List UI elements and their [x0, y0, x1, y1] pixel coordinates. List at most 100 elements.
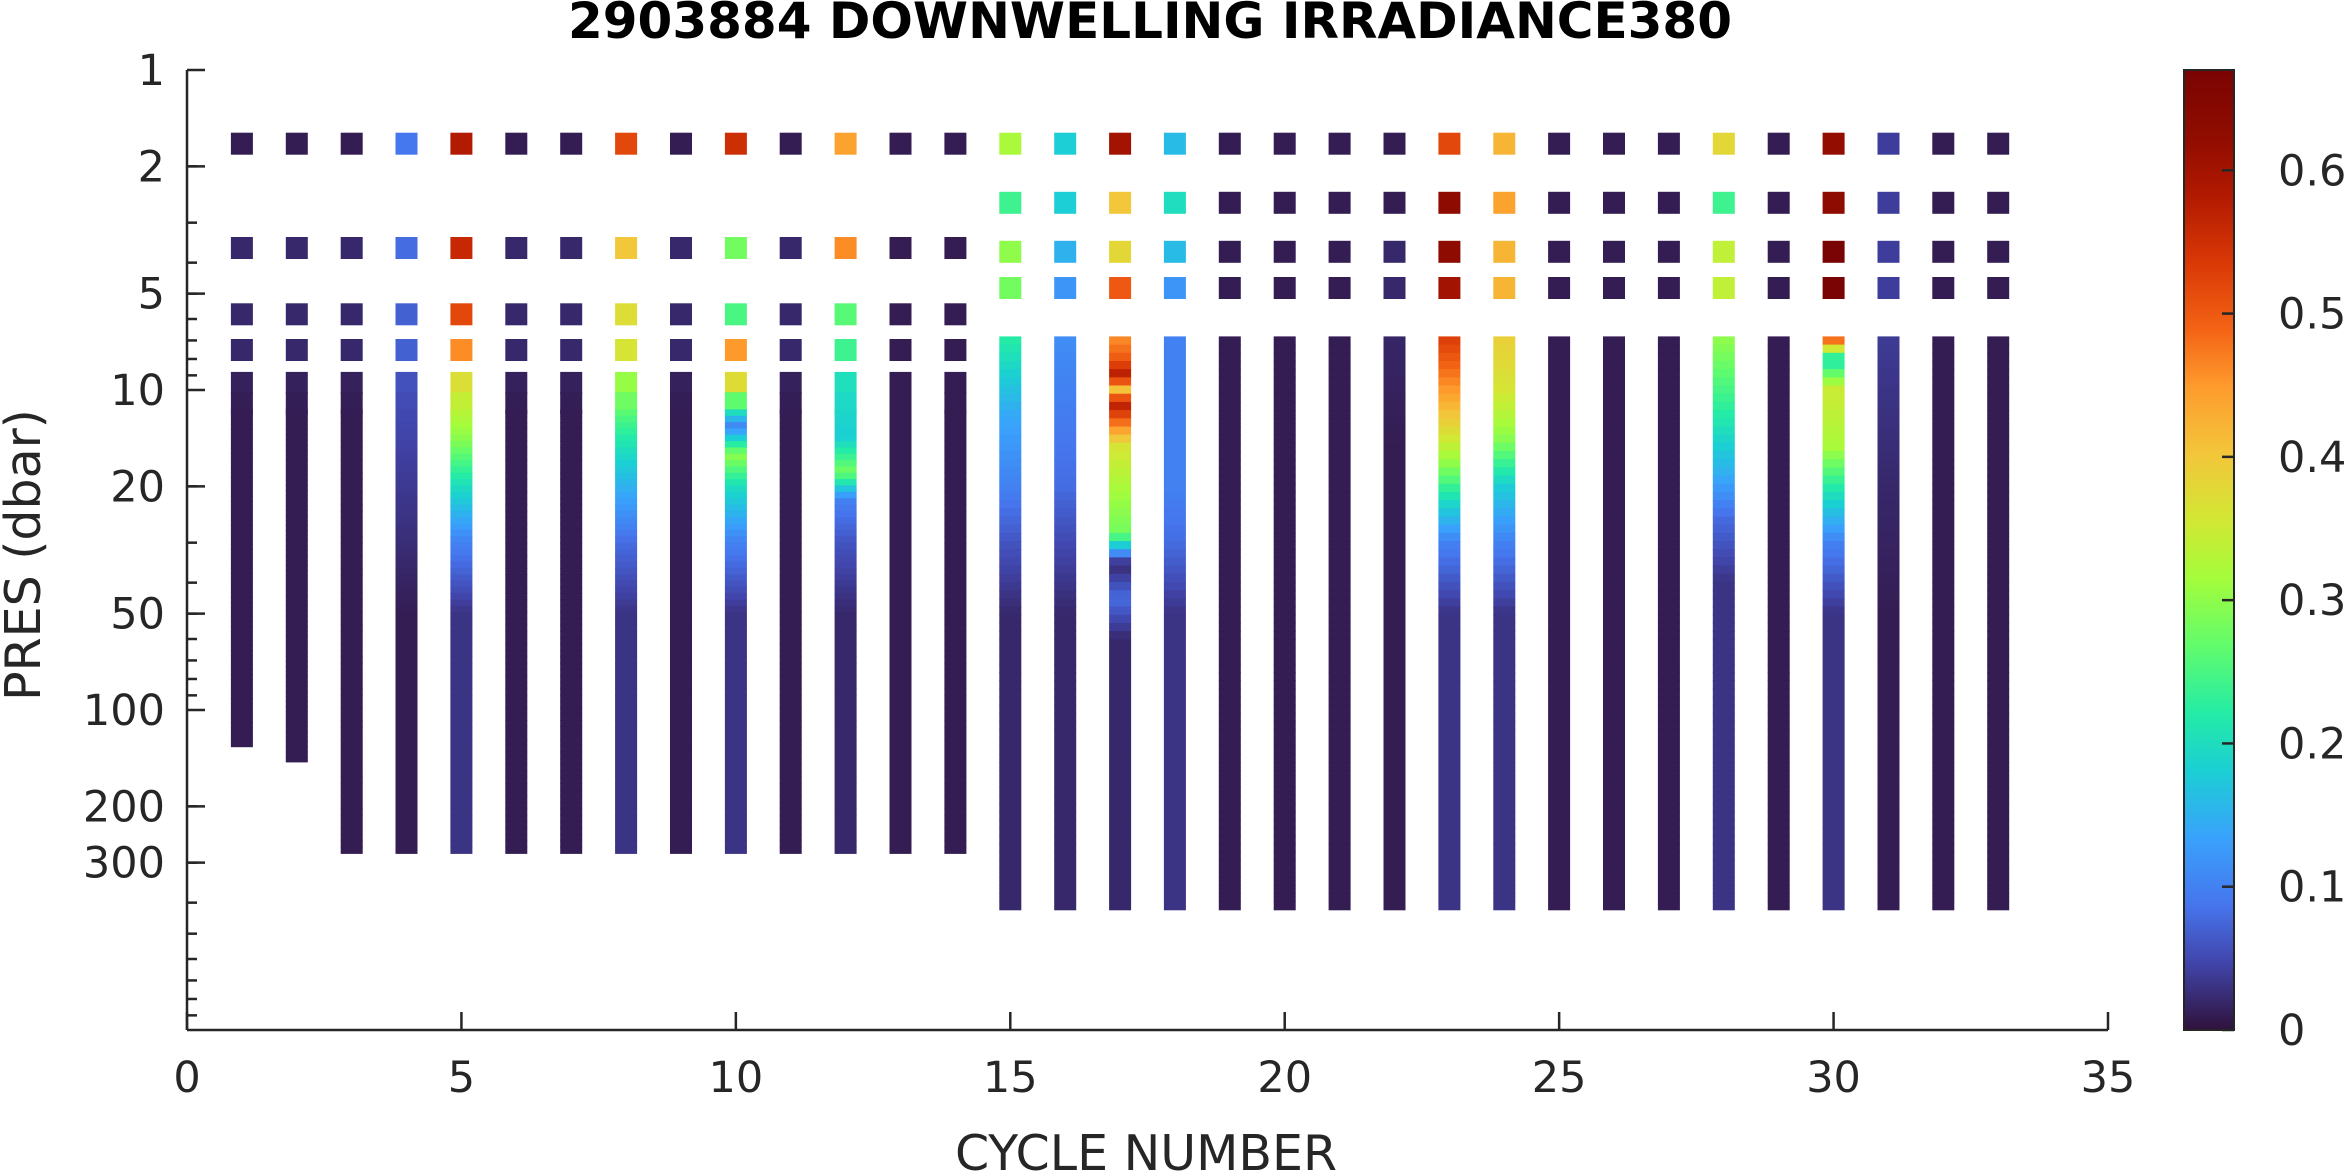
- data-point: [834, 392, 857, 415]
- data-point: [1548, 762, 1571, 772]
- data-point: [340, 739, 363, 747]
- data-point: [560, 758, 583, 766]
- data-point: [1548, 876, 1571, 886]
- data-point: [450, 732, 473, 740]
- data-point: [560, 586, 583, 594]
- data-point: [1109, 532, 1132, 542]
- colorbar-tick-label: 0.1: [2278, 863, 2346, 913]
- data-point: [944, 643, 967, 651]
- data-point: [1548, 426, 1571, 436]
- data-point: [1109, 901, 1132, 911]
- data-point: [1712, 770, 1735, 780]
- data-point: [1822, 893, 1845, 903]
- data-point: [505, 460, 528, 468]
- data-point: [1548, 369, 1571, 379]
- data-point: [1548, 483, 1571, 493]
- data-point: [1328, 622, 1351, 632]
- data-point: [1493, 827, 1516, 837]
- data-point: [1822, 459, 1845, 469]
- data-point: [1603, 410, 1625, 420]
- data-point: [395, 498, 418, 506]
- data-point: [1054, 737, 1077, 747]
- data-point: [560, 422, 583, 430]
- data-point: [889, 237, 912, 259]
- data-point: [1767, 385, 1790, 395]
- data-point: [1822, 794, 1845, 804]
- data-point: [670, 694, 692, 702]
- data-point: [1109, 680, 1132, 690]
- data-point: [1493, 688, 1516, 698]
- data-point: [889, 669, 912, 677]
- data-point: [670, 580, 692, 588]
- data-point: [285, 429, 308, 436]
- data-point: [1712, 647, 1735, 657]
- data-point: [944, 675, 967, 683]
- data-point: [285, 580, 308, 587]
- data-point: [1273, 639, 1296, 649]
- data-point: [834, 713, 857, 721]
- data-point: [999, 770, 1022, 780]
- data-point: [1932, 426, 1955, 436]
- data-point: [230, 707, 253, 714]
- data-point: [1987, 277, 2010, 299]
- data-point: [1603, 647, 1625, 657]
- data-point: [944, 561, 967, 569]
- data-point: [889, 720, 912, 728]
- data-point: [1603, 401, 1625, 411]
- data-point: [834, 669, 857, 677]
- data-point: [889, 561, 912, 569]
- data-point: [1877, 770, 1900, 780]
- data-point: [505, 777, 528, 785]
- data-point: [834, 574, 857, 582]
- data-point: [1383, 516, 1406, 526]
- data-point: [1273, 508, 1296, 518]
- data-point: [724, 529, 747, 537]
- data-point: [1657, 753, 1680, 763]
- data-point: [1383, 582, 1406, 591]
- data-point: [1438, 852, 1461, 862]
- data-point: [1493, 745, 1516, 755]
- data-point: [1603, 598, 1625, 608]
- data-point: [1603, 868, 1625, 878]
- data-point: [505, 441, 528, 449]
- data-point: [1328, 729, 1351, 739]
- data-point: [1603, 508, 1625, 518]
- data-point: [285, 489, 308, 496]
- data-point: [670, 409, 692, 417]
- data-point: [999, 442, 1022, 452]
- data-point: [724, 808, 747, 816]
- data-point: [1163, 426, 1186, 436]
- data-point: [724, 555, 747, 563]
- data-point: [1657, 770, 1680, 780]
- data-point: [1603, 893, 1625, 903]
- data-point: [1603, 860, 1625, 870]
- data-point: [944, 821, 967, 829]
- data-point: [340, 612, 363, 620]
- data-point: [560, 770, 583, 778]
- data-point: [670, 618, 692, 626]
- data-point: [1328, 786, 1351, 796]
- data-point: [1493, 852, 1516, 862]
- data-point: [1657, 344, 1680, 354]
- data-point: [999, 590, 1022, 600]
- colorbar-tick-label: 0.3: [2278, 576, 2346, 626]
- data-point: [1438, 827, 1461, 837]
- data-point: [999, 418, 1022, 428]
- data-point: [1109, 753, 1132, 763]
- colorbar-tick-label: 0: [2278, 1006, 2305, 1056]
- data-point: [450, 466, 473, 474]
- data-point: [1383, 852, 1406, 862]
- data-point: [1493, 786, 1516, 796]
- data-point: [1822, 647, 1845, 657]
- data-point: [1932, 352, 1955, 362]
- data-point: [1109, 410, 1132, 420]
- data-point: [724, 745, 747, 753]
- data-point: [1109, 352, 1132, 362]
- data-point: [1822, 240, 1845, 263]
- data-point: [1877, 803, 1900, 812]
- data-point: [1603, 721, 1625, 731]
- data-point: [1273, 745, 1296, 755]
- data-point: [1548, 240, 1571, 263]
- data-point: [285, 630, 308, 637]
- data-point: [670, 422, 692, 430]
